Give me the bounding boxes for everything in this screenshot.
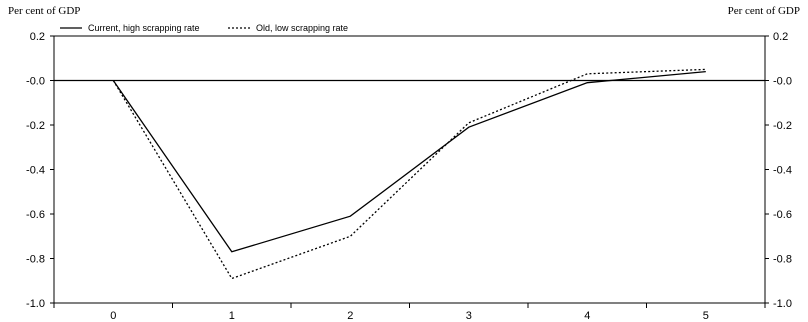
- y-tick-label-right: -0.2: [773, 120, 792, 132]
- axes: 0.2 0.2 -0.0 -0.0 -0.2 -0.2 -0.4 -0.4 -0.6 -0.6 -0…: [26, 31, 792, 322]
- x-tick-label: 1: [229, 310, 235, 322]
- series-line-current: [112, 70, 706, 253]
- x-tick-label: 0: [110, 310, 116, 322]
- legend-label-old: Old, low scrapping rate: [256, 23, 348, 33]
- y-tick-label-right: -0.8: [773, 254, 792, 266]
- y-tick-label-left: 0.2: [30, 31, 45, 43]
- y-tick-label-right: -0.4: [773, 165, 792, 177]
- y-unit-label-right: Per cent of GDP: [728, 5, 800, 17]
- y-tick-label-right: -1.0: [773, 298, 792, 310]
- y-tick-label-right: -0.0: [773, 76, 792, 88]
- y-tick-label-left: -0.2: [26, 120, 45, 132]
- legend: Current, high scrapping rate Old, low sc…: [60, 23, 348, 33]
- x-tick-label: 4: [584, 310, 590, 322]
- series-line-old: [112, 68, 706, 280]
- y-tick-label-left: -0.0: [26, 76, 45, 88]
- series-group: [112, 68, 706, 280]
- y-unit-label-left: Per cent of GDP: [8, 5, 80, 17]
- y-tick-label-right: 0.2: [773, 31, 788, 43]
- legend-label-current: Current, high scrapping rate: [88, 23, 200, 33]
- x-tick-label: 3: [466, 310, 472, 322]
- x-tick-label: 2: [347, 310, 353, 322]
- y-tick-label-left: -0.8: [26, 254, 45, 266]
- y-tick-label-left: -1.0: [26, 298, 45, 310]
- y-tick-label-left: -0.4: [26, 165, 45, 177]
- x-tick-label: 5: [703, 310, 709, 322]
- y-tick-label-right: -0.6: [773, 209, 792, 221]
- y-tick-label-left: -0.6: [26, 209, 45, 221]
